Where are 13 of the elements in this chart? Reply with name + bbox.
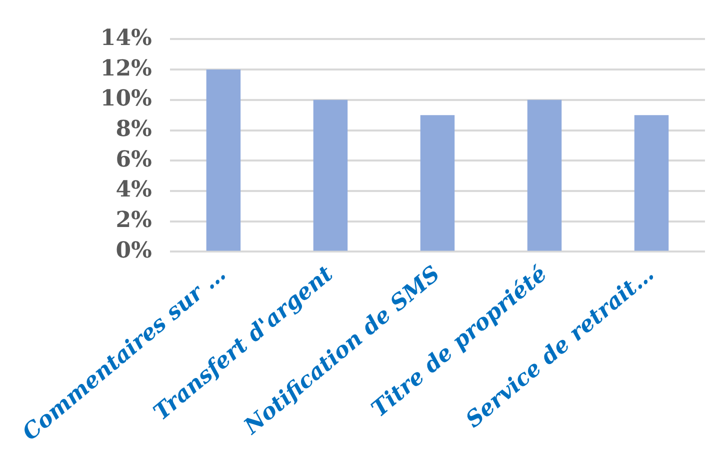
y-tick-label: 2% <box>116 207 152 234</box>
bar <box>527 100 562 251</box>
y-tick-label: 10% <box>100 86 152 112</box>
y-tick-label: 4% <box>116 176 152 203</box>
y-tick-label: 14% <box>100 24 152 51</box>
bar <box>420 115 455 251</box>
bar <box>634 115 669 251</box>
bar <box>313 100 348 251</box>
y-tick-label: 6% <box>116 146 152 172</box>
y-tick-label: 8% <box>116 116 152 142</box>
bar <box>206 70 241 251</box>
y-tick-label: 0% <box>116 237 152 264</box>
y-tick-label: 12% <box>100 55 152 82</box>
